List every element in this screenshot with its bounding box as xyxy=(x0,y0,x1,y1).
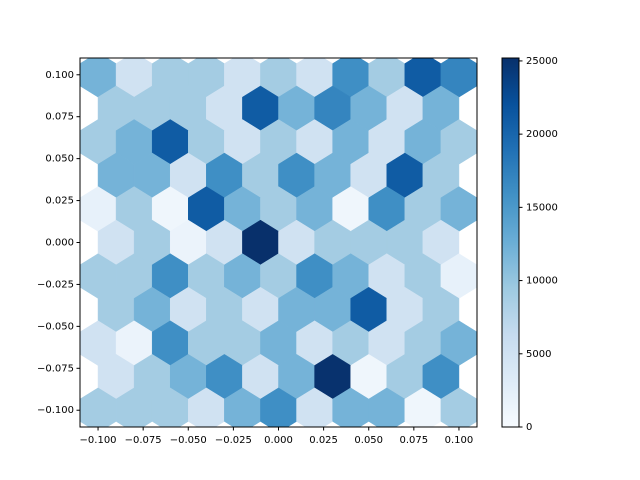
y-tick-label: 0.025 xyxy=(45,196,74,207)
x-tick-label: −0.075 xyxy=(125,435,162,446)
x-tick-label: −0.050 xyxy=(170,435,207,446)
colorbar-tick-label: 15000 xyxy=(526,202,558,213)
colorbar-tick-label: 0 xyxy=(526,422,532,433)
hexbin-cell xyxy=(440,387,477,427)
colorbar-tick-label: 10000 xyxy=(526,276,558,287)
x-tick-label: 0.100 xyxy=(445,435,474,446)
y-tick-label: 0.050 xyxy=(45,154,74,165)
colorbar-tick-label: 25000 xyxy=(526,56,558,67)
y-tick-label: −0.100 xyxy=(37,405,74,416)
y-tick-label: −0.075 xyxy=(37,363,74,374)
x-tick-label: 0.000 xyxy=(264,435,293,446)
y-tick-label: −0.025 xyxy=(37,279,74,290)
x-tick-label: −0.025 xyxy=(215,435,252,446)
y-tick-label: 0.075 xyxy=(45,112,74,123)
colorbar xyxy=(501,57,520,428)
colorbar-tick-label: 20000 xyxy=(526,129,558,140)
x-tick-label: 0.025 xyxy=(309,435,338,446)
y-tick-label: 0.000 xyxy=(45,238,74,249)
x-tick-label: 0.075 xyxy=(400,435,429,446)
y-tick-label: −0.050 xyxy=(37,321,74,332)
hex-layer xyxy=(80,58,477,427)
y-tick-label: 0.100 xyxy=(45,70,74,81)
x-tick-label: 0.050 xyxy=(354,435,383,446)
x-tick-label: −0.100 xyxy=(80,435,117,446)
colorbar-tick-label: 5000 xyxy=(526,349,551,360)
